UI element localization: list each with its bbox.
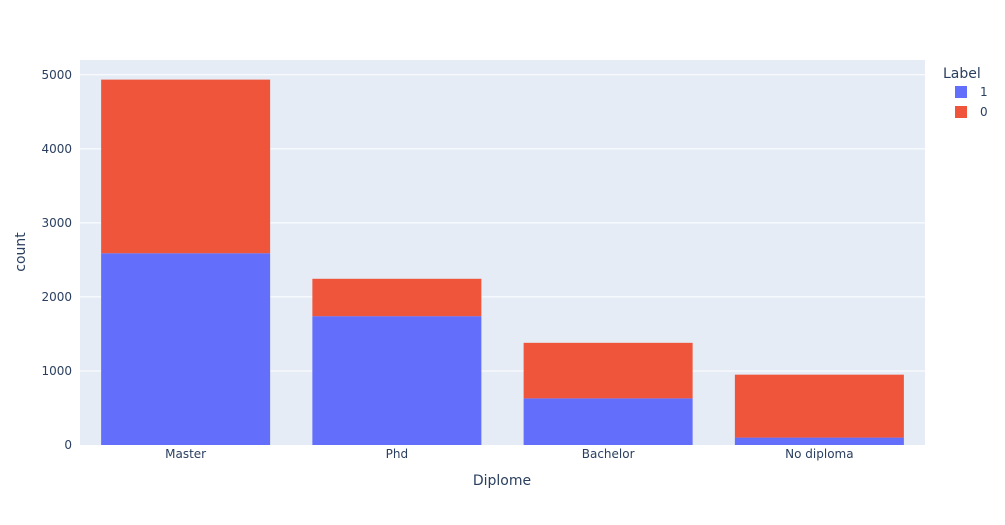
x-tick-label-1: Phd [386,447,408,461]
x-axis-title: Diplome [473,473,531,489]
x-tick-label-0: Master [165,447,206,461]
bars[interactable] [101,79,904,445]
y-axis-title: count [13,232,29,272]
bar-3-series-0[interactable] [734,437,904,445]
y-tick-label-0: 0 [64,438,72,452]
legend-label-1: 0 [980,105,988,119]
bar-1-series-1[interactable] [312,278,482,317]
y-axis-ticks: 0 1000 2000 3000 4000 5000 [41,68,72,452]
legend-label-0: 1 [980,85,988,99]
x-tick-label-2: Bachelor [582,447,635,461]
y-tick-label-3: 3000 [41,216,72,230]
y-tick-label-2: 2000 [41,290,72,304]
bar-0-series-1[interactable] [101,79,271,254]
legend-title: Label [943,66,981,82]
bar-0-series-0[interactable] [101,253,271,445]
x-tick-label-3: No diploma [785,447,853,461]
legend[interactable]: Label 1 0 [943,66,988,119]
legend-swatch-1[interactable] [955,106,967,118]
bar-1-series-0[interactable] [312,316,482,445]
bar-2-series-1[interactable] [523,342,693,399]
legend-swatch-0[interactable] [955,86,967,98]
bar-2-series-0[interactable] [523,398,693,445]
y-tick-label-4: 4000 [41,142,72,156]
bar-3-series-1[interactable] [734,374,904,438]
y-tick-label-5: 5000 [41,68,72,82]
x-axis-ticks: Master Phd Bachelor No diploma [165,447,853,461]
y-tick-label-1: 1000 [41,364,72,378]
